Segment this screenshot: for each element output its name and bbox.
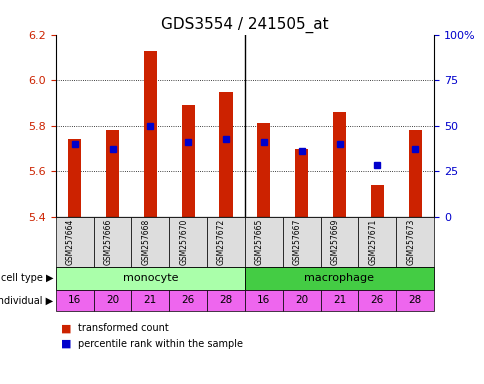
Bar xyxy=(257,124,270,217)
Text: GSM257669: GSM257669 xyxy=(330,219,339,265)
Bar xyxy=(294,149,308,217)
Text: transformed count: transformed count xyxy=(77,323,168,333)
Bar xyxy=(408,130,421,217)
Text: monocyte: monocyte xyxy=(122,273,178,283)
Text: GSM257667: GSM257667 xyxy=(292,219,301,265)
Text: individual ▶: individual ▶ xyxy=(0,295,53,306)
Bar xyxy=(68,139,81,217)
Text: GSM257671: GSM257671 xyxy=(367,219,377,265)
Title: GDS3554 / 241505_at: GDS3554 / 241505_at xyxy=(161,17,328,33)
Text: ■: ■ xyxy=(60,339,71,349)
Text: 20: 20 xyxy=(106,295,119,306)
Text: GSM257673: GSM257673 xyxy=(405,219,414,265)
Bar xyxy=(143,51,157,217)
Text: GSM257664: GSM257664 xyxy=(65,219,75,265)
Text: 20: 20 xyxy=(294,295,308,306)
Text: percentile rank within the sample: percentile rank within the sample xyxy=(77,339,242,349)
Text: GSM257672: GSM257672 xyxy=(216,219,226,265)
Text: 16: 16 xyxy=(68,295,81,306)
Bar xyxy=(181,105,195,217)
Text: 21: 21 xyxy=(332,295,346,306)
Text: 21: 21 xyxy=(143,295,157,306)
Text: 16: 16 xyxy=(257,295,270,306)
Text: 26: 26 xyxy=(181,295,195,306)
Text: GSM257670: GSM257670 xyxy=(179,219,188,265)
Text: GSM257666: GSM257666 xyxy=(103,219,112,265)
Bar xyxy=(219,91,232,217)
Text: cell type ▶: cell type ▶ xyxy=(1,273,53,283)
Bar xyxy=(106,130,119,217)
Text: 28: 28 xyxy=(219,295,232,306)
Bar xyxy=(370,185,383,217)
Text: macrophage: macrophage xyxy=(304,273,374,283)
Text: 26: 26 xyxy=(370,295,383,306)
Text: GSM257668: GSM257668 xyxy=(141,219,150,265)
Text: ■: ■ xyxy=(60,323,71,333)
Text: GSM257665: GSM257665 xyxy=(254,219,263,265)
Text: 28: 28 xyxy=(408,295,421,306)
Bar xyxy=(332,112,346,217)
